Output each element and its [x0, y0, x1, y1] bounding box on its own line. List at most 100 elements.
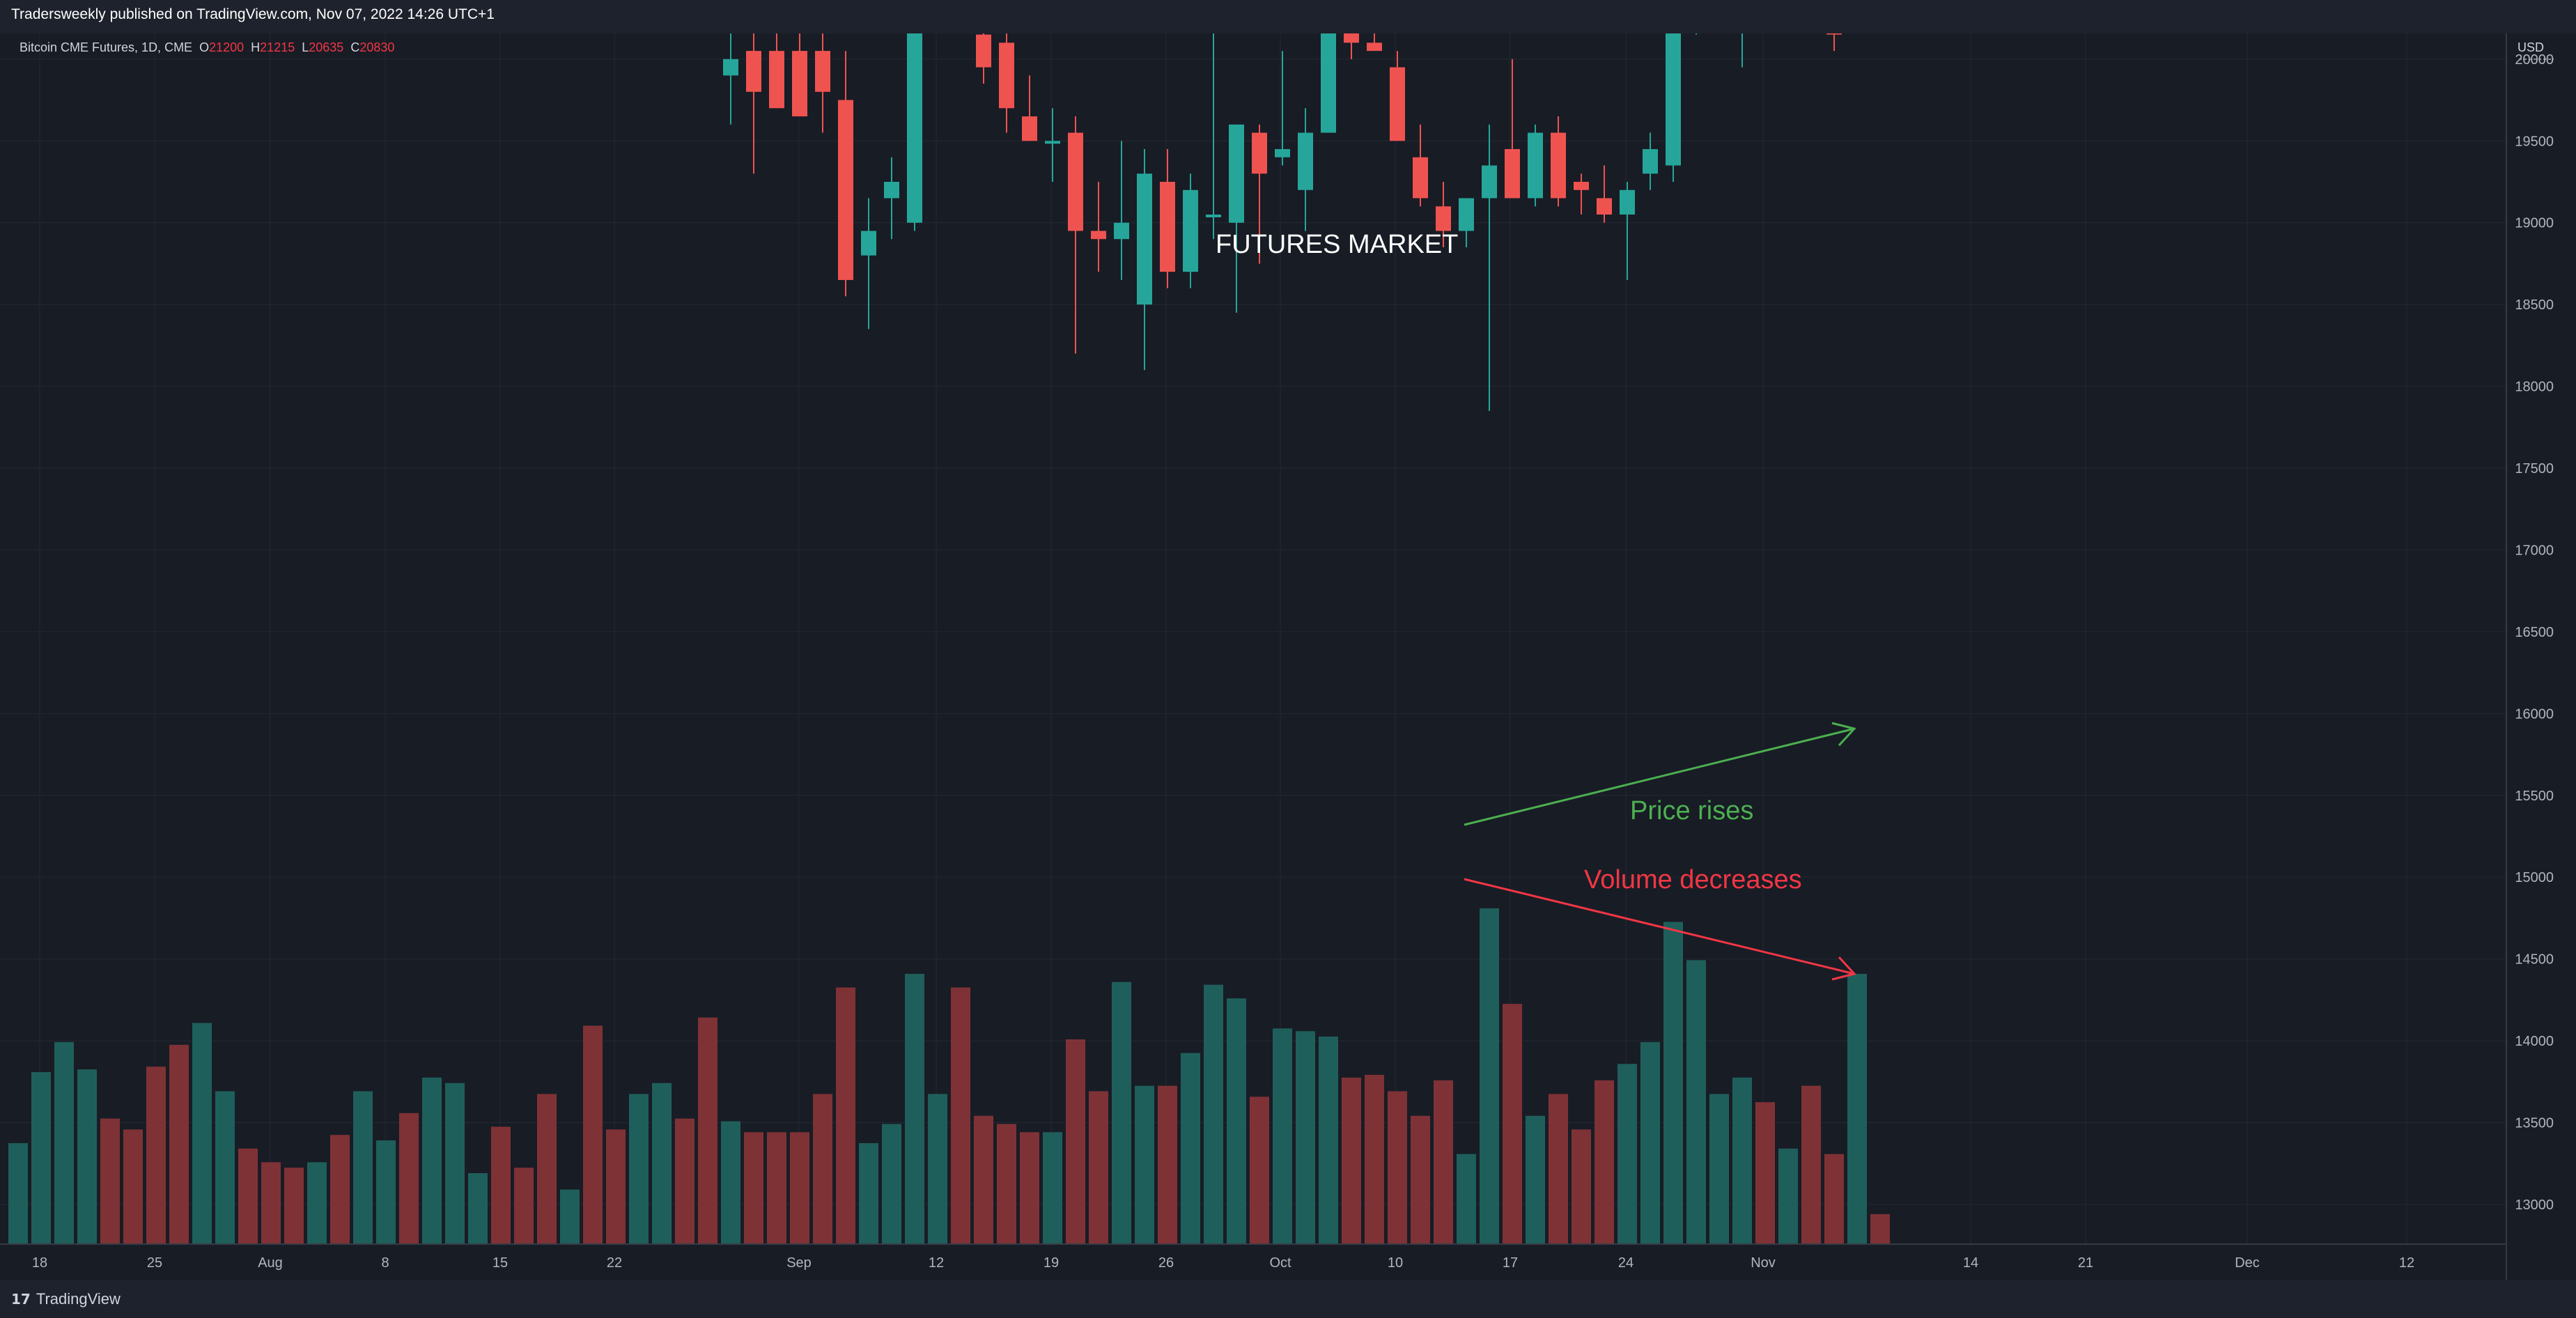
volume-decreases-arrow[interactable]: [1464, 878, 1856, 981]
volume-bar: [1296, 1031, 1315, 1244]
volume-bar: [491, 1126, 511, 1244]
candle-body: [1528, 132, 1543, 199]
candle-body: [1620, 189, 1635, 215]
high-value: 21215: [260, 40, 295, 54]
volume-bar: [1801, 1085, 1821, 1244]
candle-body: [1298, 132, 1313, 190]
time-tick-label: 25: [147, 1255, 162, 1271]
time-tick-label: 15: [492, 1255, 508, 1271]
candle-body: [1252, 132, 1267, 174]
candle-body: [1321, 33, 1336, 133]
volume-bar: [1319, 1037, 1338, 1244]
volume-bar: [1847, 973, 1867, 1244]
volume-bar: [1755, 1102, 1775, 1244]
price-rises-label[interactable]: Price rises: [1630, 796, 1754, 825]
symbol-legend: Bitcoin CME Futures, 1D, CME O21200 H212…: [20, 40, 394, 55]
volume-bar: [146, 1067, 166, 1244]
volume-bars: [8, 908, 1890, 1244]
candle-body: [1022, 116, 1037, 141]
volume-bar: [514, 1168, 534, 1244]
time-tick-label: 21: [2078, 1255, 2093, 1271]
volume-bar: [997, 1124, 1016, 1244]
chart-title-annotation[interactable]: FUTURES MARKET: [1216, 230, 1459, 259]
volume-bar: [1204, 984, 1223, 1244]
candle-body: [769, 51, 784, 109]
volume-bar: [882, 1124, 901, 1244]
open-value: 21200: [209, 40, 245, 54]
candle-body: [1367, 42, 1382, 52]
time-tick-label: 18: [32, 1255, 47, 1271]
candle-body: [723, 59, 738, 76]
volume-bar: [767, 1132, 786, 1244]
footer-bar: 17 TradingView: [0, 1280, 2576, 1318]
candle-body: [1643, 149, 1658, 174]
candle-body: [1597, 198, 1612, 215]
low-label: L: [302, 40, 309, 54]
volume-bar: [1549, 1094, 1568, 1244]
candlestick-chart[interactable]: 13000 13500 14000 14500 15000 15500 16000 16500…: [0, 33, 2576, 1280]
price-rises-arrow[interactable]: [1464, 722, 1856, 826]
price-tick-label: 13500: [2515, 1116, 2554, 1131]
candle-body: [999, 42, 1014, 109]
volume-bar: [836, 987, 855, 1244]
candle-body: [1390, 67, 1405, 141]
price-tick-label: 16500: [2515, 625, 2554, 640]
volume-bar: [1457, 1154, 1476, 1244]
volume-bar: [675, 1118, 695, 1244]
volume-bar: [813, 1094, 832, 1244]
price-tick-labels: 13000 13500 14000 14500 15000 15500 16000 16500…: [2515, 52, 2554, 1213]
volume-bar: [399, 1112, 419, 1244]
candle-body: [861, 231, 876, 256]
volume-bar: [1342, 1077, 1361, 1244]
volume-bar: [1480, 908, 1499, 1244]
price-tick-label: 19000: [2515, 216, 2554, 231]
price-tick-label: 18000: [2515, 380, 2554, 395]
candle-body: [792, 51, 807, 117]
volume-bar: [1526, 1115, 1545, 1244]
volume-bar: [1595, 1080, 1614, 1244]
candle-body: [1413, 157, 1428, 199]
volume-bar: [951, 987, 970, 1244]
candle-body: [746, 51, 761, 92]
candle-body: [838, 100, 853, 280]
volume-bar: [1158, 1085, 1177, 1244]
volume-bar: [1043, 1132, 1062, 1244]
time-tick-label: Nov: [1751, 1255, 1776, 1271]
volume-bar: [238, 1148, 258, 1244]
volume-bar: [652, 1083, 672, 1244]
volume-bar: [307, 1162, 327, 1244]
candle-body: [1091, 231, 1106, 240]
time-tick-label: 10: [1388, 1255, 1403, 1271]
volume-bar: [790, 1132, 809, 1244]
volume-bar: [284, 1168, 304, 1244]
volume-bar: [1617, 1064, 1637, 1244]
volume-bar: [698, 1017, 717, 1244]
volume-bar: [905, 973, 924, 1244]
candle-body: [1344, 33, 1359, 43]
time-tick-label: 12: [929, 1255, 944, 1271]
time-tick-label: 19: [1043, 1255, 1059, 1271]
volume-bar: [445, 1083, 465, 1244]
time-tick-label: Aug: [258, 1255, 283, 1271]
volume-bar: [1870, 1214, 1890, 1244]
chart-grid: [0, 33, 2506, 1244]
volume-decreases-label[interactable]: Volume decreases: [1584, 865, 1802, 894]
candle-body: [1436, 206, 1451, 231]
candle-body: [976, 34, 991, 68]
candle-body: [1183, 189, 1198, 272]
price-tick-label: 20000: [2515, 52, 2554, 68]
volume-bar: [1686, 960, 1706, 1244]
volume-bar: [537, 1094, 557, 1244]
volume-bar: [31, 1072, 51, 1244]
candle-body: [1045, 141, 1060, 144]
volume-bar: [1640, 1041, 1660, 1244]
volume-bar: [1663, 922, 1683, 1244]
price-tick-label: 16000: [2515, 706, 2554, 722]
volume-bar: [1709, 1094, 1729, 1244]
volume-bar: [1778, 1148, 1798, 1244]
currency-label[interactable]: USD: [2517, 40, 2545, 54]
candle-body: [1229, 124, 1244, 223]
candle-body: [1068, 132, 1083, 231]
volume-bar: [1250, 1096, 1269, 1244]
tradingview-logo[interactable]: 17 TradingView: [11, 1288, 121, 1310]
